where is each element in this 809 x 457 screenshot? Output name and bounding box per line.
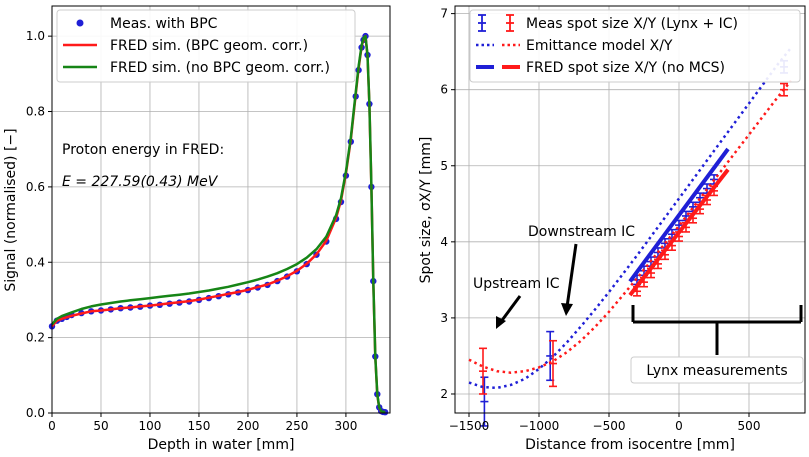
right-chart-grid <box>455 6 805 413</box>
arrow-downstream-ic <box>565 243 578 308</box>
legend-label-fred-spot: FRED spot size X/Y (no MCS) <box>526 60 725 76</box>
annotation-downstream-ic: Downstream IC <box>528 224 635 240</box>
right-xtick-label: 500 <box>738 419 761 433</box>
left-xtick-label: 0 <box>48 419 56 433</box>
right-chart-ticks: −1500 −1000 −500 0 500 2 3 4 5 6 7 <box>440 7 760 433</box>
annotation-lynx-measurements: Lynx measurements <box>646 363 787 379</box>
right-xtick-label: 0 <box>675 419 683 433</box>
left-xtick-label: 300 <box>334 419 357 433</box>
legend-label-meas-bpc: Meas. with BPC <box>110 16 218 32</box>
legend-label-fred-bpc: FRED sim. (BPC geom. corr.) <box>110 38 308 54</box>
left-ytick-label: 0.2 <box>26 331 45 345</box>
left-xtick-label: 50 <box>93 419 108 433</box>
left-xtick-label: 250 <box>285 419 308 433</box>
legend-marker-meas-bpc <box>76 19 84 27</box>
arrowhead-upstream-ic <box>496 316 506 329</box>
right-ytick-label: 3 <box>440 311 448 325</box>
right-xtick-label: −500 <box>593 419 626 433</box>
right-ytick-label: 4 <box>440 235 448 249</box>
left-ytick-label: 0.6 <box>26 180 45 194</box>
bracket-lynx <box>631 305 803 355</box>
left-ytick-label: 0.0 <box>26 406 45 420</box>
left-ytick-label: 0.8 <box>26 105 45 119</box>
left-chart-panel: 0 50 100 150 200 250 300 0.0 0.2 0.4 0.6 0.8 1.0 Dep… <box>3 5 391 453</box>
left-legend-box <box>56 9 356 83</box>
left-chart-plot-area <box>48 32 389 416</box>
right-xtick-label: −1500 <box>449 419 490 433</box>
right-ytick-label: 6 <box>440 83 448 97</box>
left-chart-ylabel: Signal (normalised) [−] <box>3 128 19 291</box>
left-xtick-label: 150 <box>188 419 211 433</box>
left-ytick-label: 1.0 <box>26 29 45 43</box>
left-ytick-label: 0.4 <box>26 255 45 269</box>
left-chart-legend: Meas. with BPC FRED sim. (BPC geom. corr… <box>56 9 356 83</box>
annotation-energy-heading: Proton energy in FRED: <box>62 142 224 158</box>
right-series-4-line <box>628 147 730 283</box>
left-chart-axes-frame <box>51 5 391 414</box>
right-chart-plot-area <box>468 47 792 427</box>
arrow-upstream-ic <box>498 295 522 324</box>
annotation-upstream-ic: Upstream IC <box>473 276 560 292</box>
legend-errorbar-meas <box>478 14 514 32</box>
lynx-label-box <box>630 356 804 384</box>
right-chart-panel: −1500 −1000 −500 0 500 2 3 4 5 6 7 Distance from i… <box>418 5 806 453</box>
right-chart-xlabel: Distance from isocentre [mm] <box>525 437 735 453</box>
right-series-3-line <box>468 79 792 374</box>
left-chart-xlabel: Depth in water [mm] <box>148 437 295 453</box>
legend-label-meas-spot: Meas spot size X/Y (Lynx + IC) <box>526 16 738 32</box>
left-xtick-label: 200 <box>236 419 259 433</box>
right-ytick-label: 5 <box>440 159 448 173</box>
annotation-energy-value: E = 227.59(0.43) MeV <box>62 174 219 190</box>
right-legend-box <box>469 9 801 83</box>
left-chart-ticks: 0 50 100 150 200 250 300 0.0 0.2 0.4 0.6 0.8 1.0 <box>26 29 357 433</box>
arrowhead-downstream-ic <box>561 303 573 316</box>
right-xtick-label: −1000 <box>519 419 560 433</box>
right-series-2-line <box>468 47 792 390</box>
legend-label-emittance: Emittance model X/Y <box>526 38 673 54</box>
right-series-5-line <box>628 168 730 297</box>
right-chart-ylabel: Spot size, σX/Y [mm] <box>418 137 434 284</box>
right-chart-legend: Meas spot size X/Y (Lynx + IC) Emittance… <box>469 9 801 83</box>
right-ytick-label: 7 <box>440 7 448 21</box>
right-chart-axes-frame <box>454 5 806 414</box>
right-ytick-label: 2 <box>440 387 448 401</box>
legend-label-fred-no-bpc: FRED sim. (no BPC geom. corr.) <box>110 60 330 76</box>
left-series-1-line <box>51 34 386 414</box>
left-xtick-label: 100 <box>139 419 162 433</box>
left-series-2-line <box>51 34 386 414</box>
